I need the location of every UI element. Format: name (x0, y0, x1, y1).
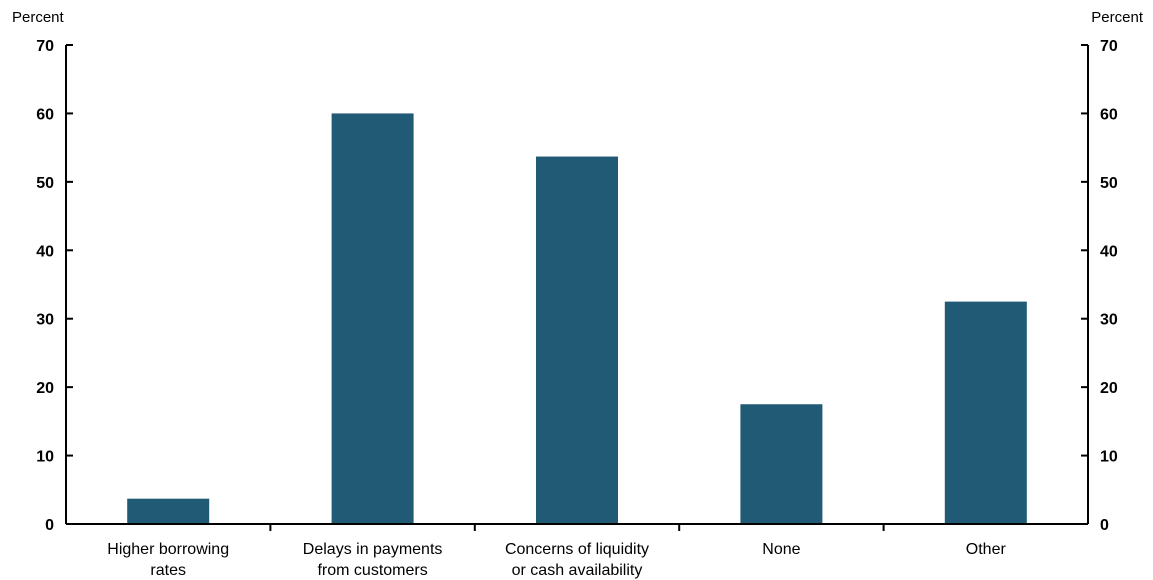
category-label-3: None (762, 541, 800, 558)
left-tick-label-0: 0 (45, 517, 54, 534)
left-tick-label-20: 20 (36, 380, 54, 397)
right-tick-label-10: 10 (1100, 449, 1118, 466)
category-label-0: Higher borrowing rates (107, 541, 229, 579)
left-axis-unit-label: Percent (12, 9, 65, 26)
right-tick-label-50: 50 (1100, 175, 1118, 192)
right-tick-label-30: 30 (1100, 312, 1118, 329)
left-tick-label-60: 60 (36, 106, 54, 123)
category-labels-group: Higher borrowing rates Delays in payments f… (107, 541, 1006, 579)
ticks-group: 0 0 10 10 20 20 30 30 40 40 50 50 60 60 70 70 (36, 38, 1118, 534)
left-tick-label-10: 10 (36, 449, 54, 466)
axes-group (65, 45, 1089, 525)
category-label-2: Concerns of liquidity or cash availabilit… (505, 541, 649, 579)
bars-group (127, 113, 1027, 524)
right-axis-unit-label: Percent (1091, 9, 1144, 26)
bar-2 (536, 156, 618, 524)
right-tick-label-60: 60 (1100, 106, 1118, 123)
category-label-1: Delays in payments from customers (303, 541, 443, 579)
bar-4 (944, 301, 1027, 524)
right-tick-label-20: 20 (1100, 380, 1118, 397)
left-tick-label-50: 50 (36, 175, 54, 192)
left-tick-label-70: 70 (36, 38, 54, 55)
bar-1 (331, 113, 414, 524)
bar-3 (740, 404, 823, 524)
right-tick-label-70: 70 (1100, 38, 1118, 55)
left-tick-label-30: 30 (36, 312, 54, 329)
left-tick-label-40: 40 (36, 243, 54, 260)
bar-0 (127, 498, 210, 524)
category-label-4: Other (966, 541, 1007, 558)
right-tick-label-40: 40 (1100, 243, 1118, 260)
right-tick-label-0: 0 (1100, 517, 1109, 534)
